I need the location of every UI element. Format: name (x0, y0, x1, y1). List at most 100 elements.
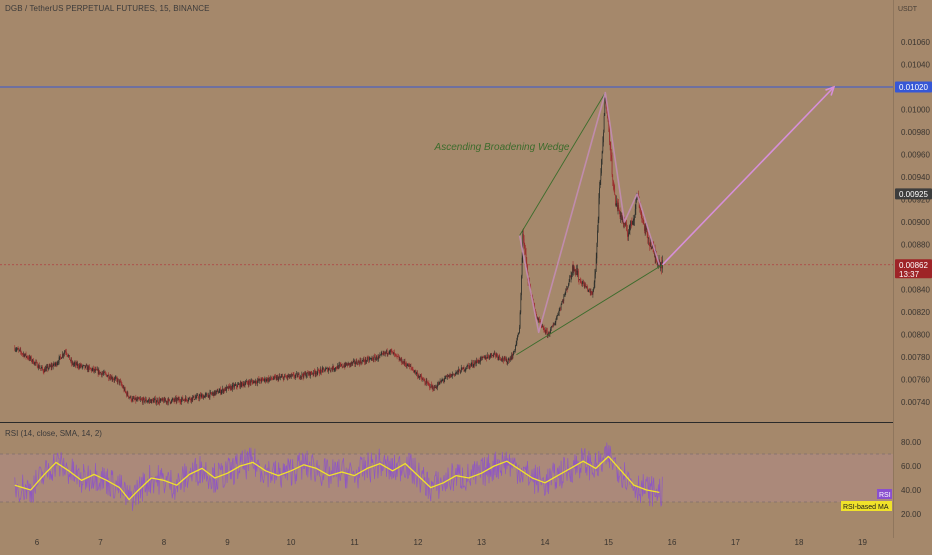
candle-body (313, 370, 315, 375)
candle-body (306, 375, 307, 377)
x-tick-label: 6 (35, 538, 40, 547)
candle-body (256, 382, 258, 384)
candle-body (252, 381, 254, 384)
candle-body (358, 361, 360, 362)
candle-body (333, 366, 334, 370)
candle-body (609, 141, 611, 146)
candle-body (431, 384, 432, 388)
candle-body (331, 368, 332, 369)
candle-body (514, 350, 516, 351)
candle-body (594, 274, 596, 283)
candle-body (404, 361, 406, 364)
candle-body (335, 367, 337, 369)
candle-body (511, 355, 512, 360)
candle-body (109, 378, 110, 379)
candle-body (571, 275, 573, 276)
candle-body (609, 125, 610, 142)
wedge-lower-line[interactable] (516, 264, 663, 356)
candle-body (411, 368, 413, 370)
candle-body (587, 290, 589, 291)
candle-body (17, 348, 18, 350)
candle-body (400, 358, 402, 361)
candle-body (165, 400, 167, 403)
candle-body (136, 398, 138, 400)
price-path-drawing[interactable] (518, 91, 661, 334)
candle-body (626, 224, 627, 231)
candle-body (70, 359, 72, 361)
candle-body (145, 399, 147, 401)
candle-body (511, 355, 513, 359)
projection-arrow-line[interactable] (661, 86, 835, 266)
candle-body (56, 363, 58, 366)
candle-body (275, 376, 277, 380)
candle-body (146, 399, 147, 402)
candle-body (152, 400, 154, 403)
candle-body (534, 305, 536, 310)
candle-body (539, 321, 541, 322)
candle-body (311, 373, 313, 375)
candle-body (621, 214, 623, 220)
candle-body (450, 374, 452, 378)
candle-body (497, 357, 499, 359)
candle-body (155, 398, 157, 404)
candle-body (105, 372, 106, 374)
candle-body (259, 378, 260, 381)
candle-body (444, 378, 446, 380)
candle-body (616, 200, 618, 205)
candle-body (288, 376, 289, 378)
candle-body (375, 358, 377, 360)
candle-body (284, 375, 285, 377)
candle-body (282, 376, 284, 380)
y-tick-label: 0.00760 (901, 376, 930, 385)
candle-body (345, 362, 346, 367)
candle-body (415, 372, 417, 374)
candle-body (237, 384, 239, 386)
candle-body (383, 352, 385, 354)
candle-body (424, 381, 426, 384)
candle-body (352, 362, 354, 364)
candle-body (592, 291, 594, 295)
candle-body (159, 399, 160, 403)
candle-body (247, 382, 248, 384)
candle-body (281, 376, 283, 377)
rsi-legend[interactable]: RSI (14, close, SMA, 14, 2) (5, 429, 102, 438)
candle-body (58, 362, 59, 363)
candle-body (474, 362, 476, 366)
currency-label: USDT (898, 6, 918, 13)
candle-body (48, 368, 49, 370)
candle-body (348, 363, 350, 364)
candle-body (657, 262, 659, 264)
candle-body (562, 300, 563, 303)
candle-body (167, 401, 168, 404)
candle-body (634, 215, 635, 220)
candle-body (498, 355, 500, 358)
candle-body (523, 233, 524, 239)
candle-body (546, 330, 548, 336)
candle-body (127, 392, 129, 396)
candle-body (507, 359, 509, 363)
symbol-header[interactable]: DGB / TetherUS PERPETUAL FUTURES, 15, BI… (5, 4, 210, 13)
candle-body (230, 386, 232, 390)
candle-body (584, 284, 586, 288)
wedge-upper-line[interactable] (519, 92, 606, 236)
candle-body (91, 368, 92, 371)
rsi-ma-line[interactable] (14, 455, 660, 501)
candle-body (232, 384, 234, 386)
candle-body (97, 369, 99, 374)
candle-body (378, 355, 379, 359)
candle-body (573, 267, 575, 271)
y-tick-label: 0.01000 (901, 106, 930, 115)
candle-body (408, 364, 410, 367)
candle-body (600, 173, 602, 181)
rsi-tag: RSI (879, 492, 891, 499)
candle-body (443, 379, 444, 381)
candle-body (312, 373, 314, 375)
candle-body (553, 324, 555, 326)
candle-body (566, 288, 567, 290)
candle-body (69, 355, 71, 360)
candle-body (249, 382, 251, 384)
candle-body (337, 365, 338, 369)
candle-body (81, 366, 83, 367)
candle-body (568, 281, 570, 285)
